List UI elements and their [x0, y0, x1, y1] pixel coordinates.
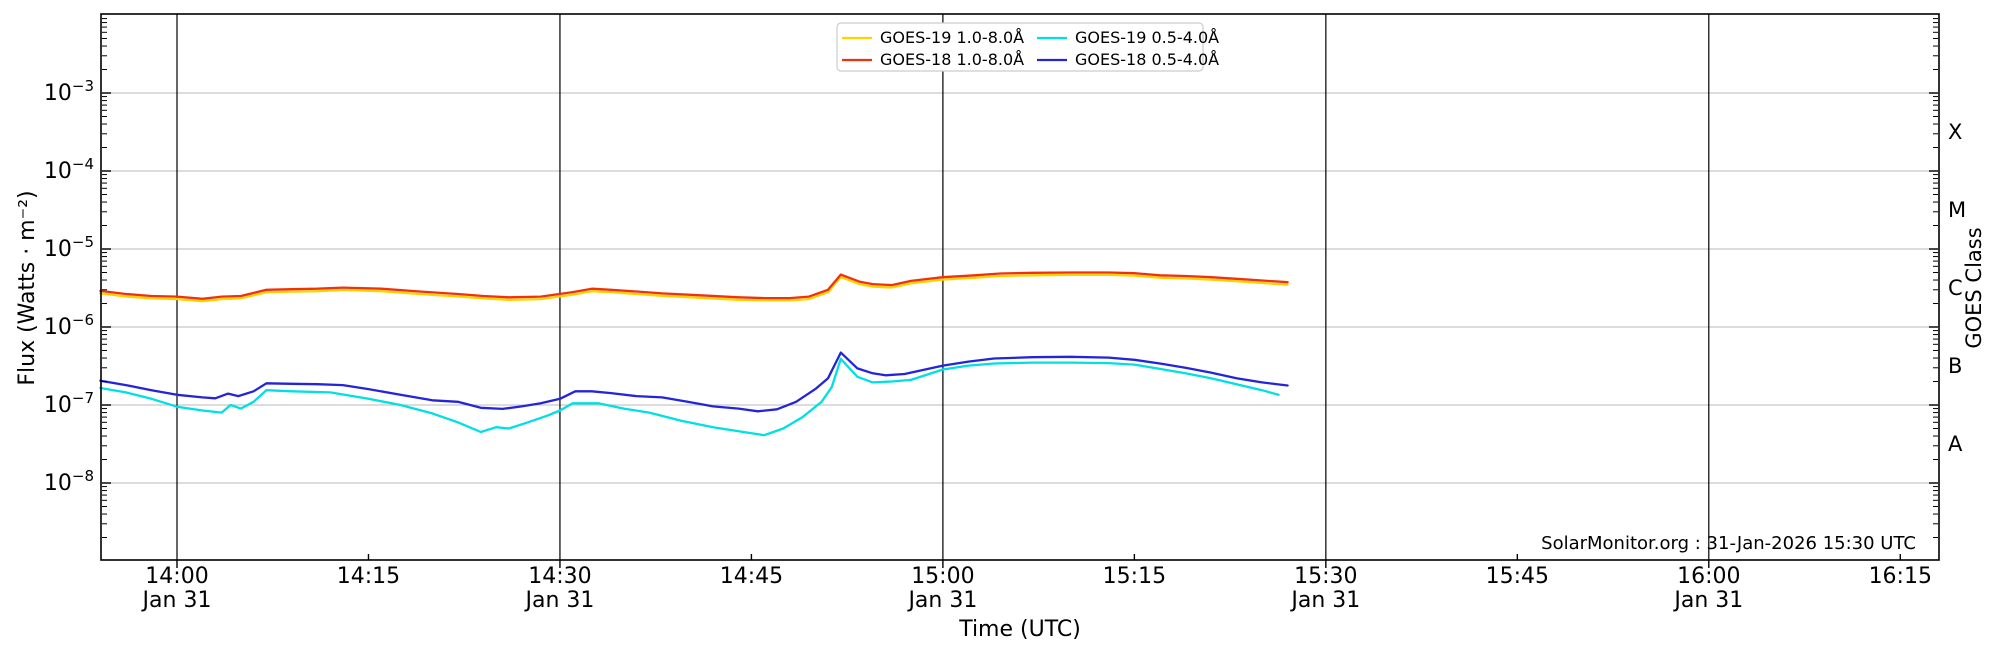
series-lines [99, 271, 1289, 437]
x-tick-time-label: 16:15 [1869, 564, 1932, 589]
right-axis-title: GOES Class [1962, 227, 1986, 348]
y-tick-label: 10−6 [44, 311, 94, 340]
series-line [99, 351, 1289, 413]
series-line [99, 357, 1280, 437]
series-line [99, 271, 1289, 300]
x-tick-date-label: Jan 31 [1672, 588, 1743, 613]
series-line [99, 273, 1289, 303]
legend-item-label: GOES-19 0.5-4.0Å [1075, 28, 1219, 47]
x-axis-title: Time (UTC) [958, 617, 1081, 642]
x-tick-date-label: Jan 31 [1289, 588, 1360, 613]
horizontal-gridlines [101, 92, 1939, 484]
y-tick-labels: 10−3 10−4 10−5 10−6 10−7 10−8 [44, 77, 94, 496]
y-tick-label: 10−4 [44, 155, 94, 184]
goes-class-letter: C [1948, 276, 1963, 300]
x-tick-time-label: 14:15 [337, 564, 400, 589]
x-tick-date-label: Jan 31 [906, 588, 977, 613]
x-tick-time-label: 15:00 [911, 564, 974, 589]
x-tick-date-label: Jan 31 [141, 588, 212, 613]
x-tick-time-label: 15:45 [1486, 564, 1549, 589]
goes-class-letter: A [1948, 432, 1963, 456]
legend: GOES-19 1.0-8.0Å GOES-18 1.0-8.0Å GOES-19 … [836, 22, 1219, 72]
vertical-gridlines [176, 14, 1710, 560]
y-tick-label: 10−8 [44, 467, 94, 496]
y-tick-label: 10−5 [44, 233, 94, 262]
legend-item-label: GOES-19 1.0-8.0Å [880, 28, 1024, 47]
x-tick-time-label: 16:00 [1677, 564, 1740, 589]
x-tick-time-label: 15:15 [1103, 564, 1166, 589]
goes-class-letter: X [1948, 120, 1962, 144]
x-tick-date-label: Jan 31 [523, 588, 594, 613]
x-tick-time-label: 15:30 [1294, 564, 1357, 589]
x-tick-time-label: 14:45 [720, 564, 783, 589]
legend-item-label: GOES-18 0.5-4.0Å [1075, 50, 1219, 69]
legend-box [836, 22, 1204, 72]
axis-tick-marks [102, 18, 1938, 568]
y-tick-label: 10−7 [44, 389, 94, 418]
legend-item-label: GOES-18 1.0-8.0Å [880, 50, 1024, 69]
x-tick-time-label: 14:00 [145, 564, 208, 589]
watermark-text: SolarMonitor.org : 31-Jan-2026 15:30 UTC [1541, 533, 1916, 554]
goes-class-letter: M [1948, 198, 1966, 222]
x-tick-time-label: 14:30 [528, 564, 591, 589]
plot-frame [100, 13, 1940, 561]
y-tick-label: 10−3 [44, 77, 94, 106]
goes-class-letters: X M C B A [1948, 120, 1966, 456]
goes-class-letter: B [1948, 354, 1962, 378]
y-axis-title: Flux (Watts · m⁻²) [15, 190, 40, 385]
